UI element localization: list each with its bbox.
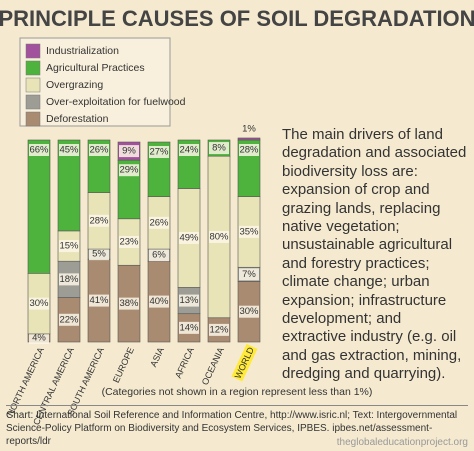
footnote: (Categories not shown in a region repres…	[102, 386, 373, 398]
x-tick-label: EUROPE	[111, 346, 136, 385]
x-tick-label: OCEANIA	[200, 346, 226, 387]
value-label: 28%	[239, 145, 259, 156]
bar-segment	[57, 139, 81, 232]
label-bg	[239, 268, 259, 281]
label-bg	[209, 230, 229, 243]
value-label: 13%	[179, 295, 199, 306]
legend-swatch	[25, 43, 41, 59]
value-label: 9%	[122, 146, 136, 157]
value-label: 26%	[89, 145, 109, 156]
legend-label: Agricultural Practices	[46, 62, 145, 74]
value-label: 27%	[149, 147, 169, 158]
value-label: 6%	[152, 250, 166, 261]
label-bg	[149, 295, 169, 308]
legend-label: Industrialization	[46, 45, 119, 57]
label-bg	[89, 214, 109, 227]
label-bg	[119, 297, 139, 310]
legend-label: Overgrazing	[46, 79, 103, 91]
value-label: 1%	[242, 123, 256, 134]
value-label: 24%	[179, 145, 199, 156]
label-bg	[209, 323, 229, 336]
highlight	[231, 343, 258, 382]
value-label: 30%	[239, 306, 259, 317]
value-label: 40%	[149, 296, 169, 307]
value-label: 45%	[59, 145, 79, 156]
legend-swatch	[25, 111, 41, 127]
value-label: 12%	[209, 324, 229, 335]
label-bg	[59, 273, 79, 286]
label-bg	[59, 240, 79, 253]
label-bg	[239, 305, 259, 318]
value-label: 8%	[212, 143, 226, 154]
label-bg	[179, 321, 199, 334]
label-bg	[179, 294, 199, 307]
bar-segment	[27, 139, 51, 274]
legend-swatch	[25, 77, 41, 93]
label-bg	[59, 144, 79, 156]
value-label: 26%	[149, 217, 169, 228]
chart-title: PRINCIPLE CAUSES OF SOIL DEGRADATION	[0, 6, 474, 31]
value-label: 80%	[209, 231, 229, 242]
label-bg	[179, 231, 199, 244]
label-bg	[29, 144, 49, 156]
watermark: theglobaleducationproject.org	[336, 437, 468, 448]
label-bg	[149, 146, 169, 159]
label-bg	[59, 313, 79, 326]
legend-swatch	[25, 94, 41, 110]
label-bg	[119, 145, 139, 158]
value-label: 5%	[92, 249, 106, 260]
label-bg	[179, 144, 199, 156]
label-bg	[239, 144, 259, 156]
value-label: 18%	[59, 274, 79, 285]
label-bg	[209, 142, 229, 155]
x-tick-label: AFRICA	[173, 346, 196, 380]
value-label: 38%	[119, 298, 139, 309]
value-label: 14%	[179, 322, 199, 333]
label-bg	[29, 331, 49, 344]
value-label: 35%	[239, 226, 259, 237]
label-bg	[119, 164, 139, 177]
value-label: 7%	[242, 269, 256, 280]
label-bg	[89, 144, 109, 156]
legend-label: Deforestation	[46, 113, 109, 125]
value-label: 30%	[29, 298, 49, 309]
value-label: 22%	[59, 314, 79, 325]
value-label: 15%	[59, 241, 79, 252]
label-bg	[29, 297, 49, 310]
value-label: 29%	[119, 165, 139, 176]
value-label: 28%	[89, 215, 109, 226]
legend-box	[19, 37, 171, 127]
value-label: 66%	[29, 145, 49, 156]
bar-segment	[237, 137, 261, 141]
label-bg	[149, 249, 169, 262]
value-label: 23%	[119, 237, 139, 248]
source: Chart: International Soil Reference and …	[6, 405, 468, 448]
label-bg	[89, 248, 109, 261]
label-bg	[149, 216, 169, 229]
value-label: 41%	[89, 295, 109, 306]
value-label: 49%	[179, 232, 199, 243]
value-label: 4%	[32, 332, 46, 343]
label-bg	[89, 294, 109, 307]
legend-label: Over-exploitation for fuelwood	[46, 96, 186, 108]
label-bg	[119, 236, 139, 249]
label-bg	[239, 225, 259, 238]
x-tick-label: ASIA	[148, 346, 166, 369]
legend-swatch	[25, 60, 41, 76]
description: The main drivers of land degradation and…	[282, 126, 467, 383]
